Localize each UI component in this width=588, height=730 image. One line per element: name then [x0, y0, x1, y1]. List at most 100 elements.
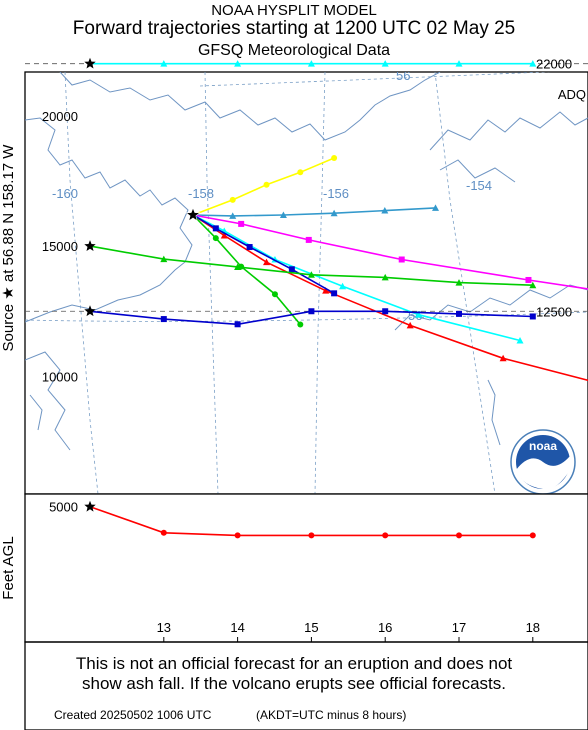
height-track-6-point-3 [308, 532, 315, 539]
height-track-4-point-1 [160, 255, 168, 263]
start-height-label-2: 22000 [536, 57, 572, 72]
map-track-0-point-3 [297, 169, 304, 176]
map-track-3-point-5 [516, 336, 524, 344]
map-track-3-point-4 [415, 311, 423, 318]
height-track-5-point-5 [456, 310, 462, 317]
map-track-4-point-4 [406, 321, 414, 329]
coastline-peninsula [25, 117, 193, 323]
source-location-label: Source ★ at 56.88 N 158.17 W [0, 144, 17, 352]
height-track-3-point-1 [160, 60, 168, 67]
trajectory-tracks [192, 155, 588, 382]
x-tick-label-3: 16 [378, 620, 392, 635]
coastline-islands-east [487, 379, 501, 446]
coastline-north [59, 72, 441, 141]
grid-label-lon-160: -160 [52, 186, 78, 201]
map-track-6-point-1 [212, 235, 219, 242]
map-track-2-point-2 [305, 236, 312, 243]
map-track-5-point-1 [212, 225, 219, 232]
map-track-3-point-3 [339, 282, 347, 290]
coastline-islands-west [25, 351, 71, 451]
map-track-1-point-1 [229, 212, 237, 219]
height-track-4-point-6 [529, 281, 537, 289]
height-track-5-point-2 [234, 321, 241, 328]
height-track-4-point-2 [234, 263, 242, 270]
x-tick-label-4: 17 [452, 620, 466, 635]
height-track-5-point-3 [308, 308, 315, 315]
map-track-1-point-4 [381, 207, 389, 214]
grid-label-lon-156: -156 [323, 186, 349, 201]
map-track-1 [192, 207, 436, 217]
grid-label-lon-158: -158 [188, 186, 214, 201]
height-frame [24, 493, 588, 643]
x-tick-label-5: 18 [526, 620, 540, 635]
height-tracks [89, 60, 537, 539]
station-label: ADQ [558, 87, 586, 102]
map-track-3 [192, 214, 521, 342]
meridian-158 [204, 72, 219, 494]
height-track-6-point-6 [529, 532, 536, 539]
coastline [25, 72, 588, 451]
map-track-1-point-2 [279, 211, 287, 218]
coastline-kodiak [429, 111, 588, 183]
map-track-5-point-3 [288, 266, 295, 273]
map-track-0-point-4 [331, 155, 338, 162]
created-timestamp: Created 20250502 1006 UTC [54, 708, 212, 722]
map-graticule [25, 72, 588, 494]
height-track-3-point-4 [381, 60, 389, 67]
height-track-6-point-4 [382, 532, 389, 539]
height-track-3-point-6 [529, 60, 537, 67]
start-star-icon-4 [84, 240, 96, 251]
map-track-1-point-3 [330, 209, 338, 217]
map-track-2-point-4 [525, 276, 532, 283]
chart-subtitle: GFSQ Meteorological Data [197, 42, 391, 59]
y-tick-label-6: 5000 [49, 500, 78, 515]
height-track-4-point-4 [381, 273, 389, 281]
coastline-island-south [394, 284, 588, 331]
meridian-156 [314, 72, 326, 494]
x-tick-label-0: 13 [157, 620, 171, 635]
meridian-160 [64, 72, 99, 494]
y-axis-label: Feet AGL [0, 536, 17, 599]
height-track-6-point-2 [234, 532, 241, 539]
map-track-5-point-2 [246, 244, 253, 251]
timezone-note: (AKDT=UTC minus 8 hours) [256, 708, 407, 722]
y-axis-ticks: 5000040000300002000015000100005000 [42, 109, 78, 515]
meridian-154 [434, 72, 496, 494]
height-track-4-point-5 [455, 279, 463, 286]
parallel-58 [199, 72, 552, 87]
start-height-label-3: 12500 [536, 304, 572, 319]
logo-text: noaa [529, 439, 557, 453]
model-title: NOAA HYSPLIT MODEL [211, 2, 377, 19]
height-track-6-point-5 [456, 532, 462, 539]
height-track-4-point-3 [307, 271, 315, 278]
x-tick-label-1: 14 [230, 620, 244, 635]
height-track-3-point-3 [307, 60, 315, 67]
map-frame [24, 71, 588, 495]
noaa-logo: noaa [510, 429, 576, 495]
disclaimer-frame [24, 641, 588, 730]
chart-title: Forward trajectories starting at 1200 UT… [72, 18, 516, 39]
x-axis-ticks: 13 14 15 16 17 18 [157, 620, 540, 642]
map-track-0-point-2 [263, 181, 270, 188]
start-markers [84, 57, 96, 512]
height-track-5-point-6 [529, 313, 536, 320]
start-star-icon-6 [84, 500, 96, 512]
x-tick-label-2: 15 [304, 620, 318, 635]
parallel-56 [25, 311, 588, 322]
map-track-2 [192, 214, 588, 290]
map-track-4-point-1 [220, 231, 228, 239]
height-track-5-point-4 [382, 308, 389, 315]
height-track-6-point-1 [160, 529, 167, 536]
map-track-4-point-2 [263, 258, 271, 266]
disclaimer: This is not an official forecast for an … [20, 654, 568, 694]
y-tick-label-4: 15000 [42, 239, 78, 254]
map-track-6-point-4 [297, 321, 304, 328]
start-star-icon-3 [84, 57, 96, 69]
source-star-icon [185, 207, 201, 222]
grid-label-lon-154: -154 [466, 178, 492, 193]
height-track-5-point-1 [160, 316, 167, 323]
height-chart: 5000040000300002000015000100005000 13141… [24, 57, 588, 643]
map-track-5-point-4 [331, 290, 338, 297]
height-track-3-point-5 [455, 60, 463, 67]
y-tick-label-5: 10000 [42, 369, 78, 384]
